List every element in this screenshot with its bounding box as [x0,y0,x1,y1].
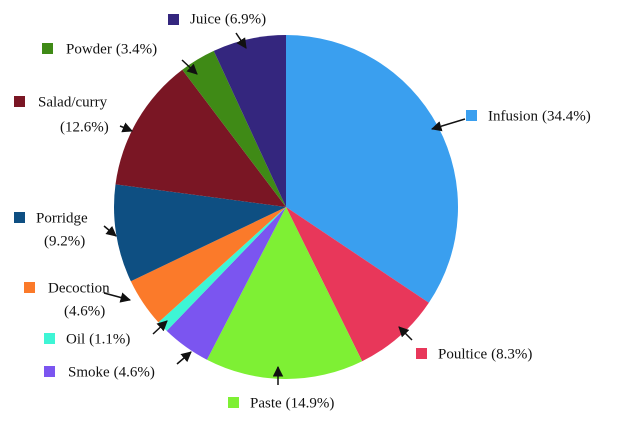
slice-label: Paste [250,395,282,411]
label-arrow [430,118,466,132]
legend-swatch [14,96,25,107]
slice-value-label: (1.1%) [89,331,130,347]
slice-label: Porridge [36,210,88,226]
label-arrow [103,225,117,237]
slice-label: Juice [190,11,221,27]
pie-slice [158,207,286,331]
pie-slice [286,35,458,303]
legend-swatch [24,282,35,293]
legend-swatch [44,366,55,377]
legend-swatch [14,212,25,223]
label-arrow [152,320,168,335]
legend-swatch [466,110,477,121]
label-arrow [181,59,198,75]
pie-slice [206,207,363,379]
pie-slice [286,207,429,362]
slice-value-label: (3.4%) [116,41,157,57]
slice-value-label: (34.4%) [542,108,591,124]
label-arrow [235,32,247,49]
pie-slice [130,207,286,323]
legend-swatch [228,397,239,408]
label-arrow [176,351,192,365]
pie-slice [213,35,286,207]
slice-label: Poultice [438,346,488,362]
slice-value-label: (8.3%) [491,346,532,362]
legend-swatch [42,43,53,54]
label-arrow [119,122,133,133]
slice-value-label: (9.2%) [44,233,85,249]
label-arrow [103,292,132,303]
label-arrow [398,326,413,341]
slice-label: Salad/curry [38,94,108,110]
slice-value-label: (12.6%) [60,119,109,135]
slice-label: Powder [66,41,112,57]
slice-value-label: (4.6%) [64,303,105,319]
pie-slice [114,184,287,282]
pie-slice [115,69,286,207]
slice-label: Smoke [68,364,110,380]
legend-swatch [44,333,55,344]
slice-value-label: (4.6%) [114,364,155,380]
slice-label: Oil [66,331,85,347]
slice-label: Decoction [48,280,110,296]
pie-slice [182,50,286,208]
slice-label: Infusion [488,108,538,124]
pie-slice [166,207,286,360]
legend-swatch [416,348,427,359]
slice-value-label: (14.9%) [286,395,335,411]
legend-swatch [168,14,179,25]
slice-value-label: (6.9%) [225,11,266,27]
